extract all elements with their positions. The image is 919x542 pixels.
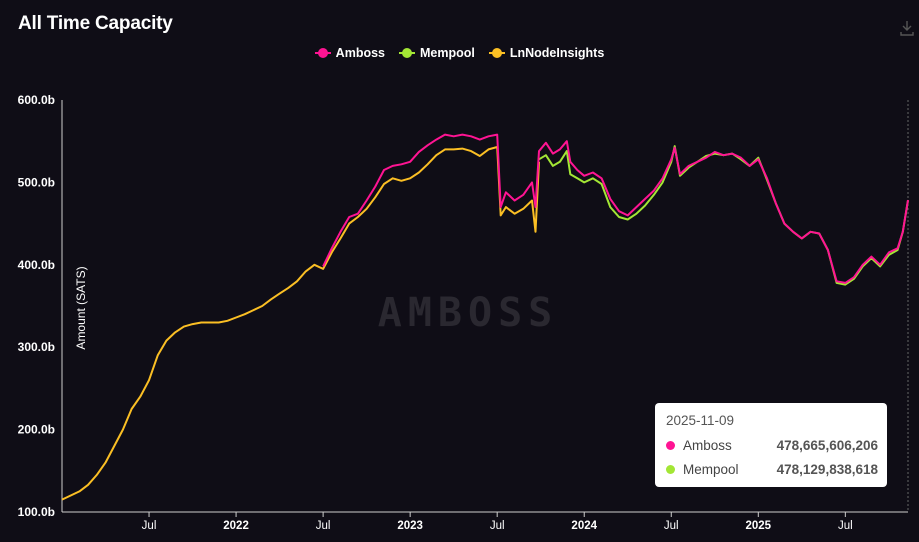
download-icon[interactable] [900,20,914,36]
y-tick-label: 300.0b [18,340,55,354]
watermark: AMBOSS [378,290,559,336]
y-tick-label: 600.0b [18,93,55,107]
tooltip-date: 2025-11-09 [666,413,735,428]
legend: Amboss Mempool LnNodeInsights [0,46,919,60]
tooltip: 2025-11-09 Amboss 478,665,606,206 Mempoo… [655,403,887,487]
y-tick-label: 400.0b [18,258,55,272]
tooltip-dot-amboss [666,441,675,450]
y-tick-label: 500.0b [18,175,55,189]
legend-marker [314,48,331,58]
y-tick-label: 100.0b [18,505,55,519]
series-line-amboss [322,133,909,284]
legend-label: Mempool [420,46,475,60]
tooltip-name: Amboss [683,438,732,453]
x-tick-label: 2023 [397,520,423,532]
legend-label: LnNodeInsights [509,46,605,60]
x-tick-label: Jul [664,520,679,532]
legend-label: Amboss [335,46,385,60]
tooltip-value: 478,129,838,618 [776,462,878,477]
y-tick-label: 200.0b [18,423,55,437]
x-tick-label: 2024 [571,520,597,532]
legend-item-lnnodeinsights[interactable]: LnNodeInsights [488,46,605,60]
tooltip-dot-mempool [666,465,675,474]
legend-marker [488,48,505,58]
y-axis-label: Amount (SATS) [74,266,88,349]
x-tick-label: 2022 [223,520,249,532]
x-tick-label: Jul [316,520,331,532]
x-tick-label: Jul [838,520,853,532]
x-tick-label: 2025 [745,520,771,532]
x-tick-label: Jul [142,520,157,532]
tooltip-row-amboss: Amboss 478,665,606,206 [666,438,878,453]
legend-item-mempool[interactable]: Mempool [399,46,475,60]
series-line-mempool [538,145,909,286]
legend-marker [399,48,415,58]
tooltip-row-mempool: Mempool 478,129,838,618 [666,462,878,477]
x-tick-label: Jul [490,520,505,532]
tooltip-value: 478,665,606,206 [776,438,878,453]
legend-item-amboss[interactable]: Amboss [314,46,385,60]
series-line-lnnodeinsights [61,146,540,501]
tooltip-name: Mempool [683,462,739,477]
chart-title: All Time Capacity [18,13,173,34]
